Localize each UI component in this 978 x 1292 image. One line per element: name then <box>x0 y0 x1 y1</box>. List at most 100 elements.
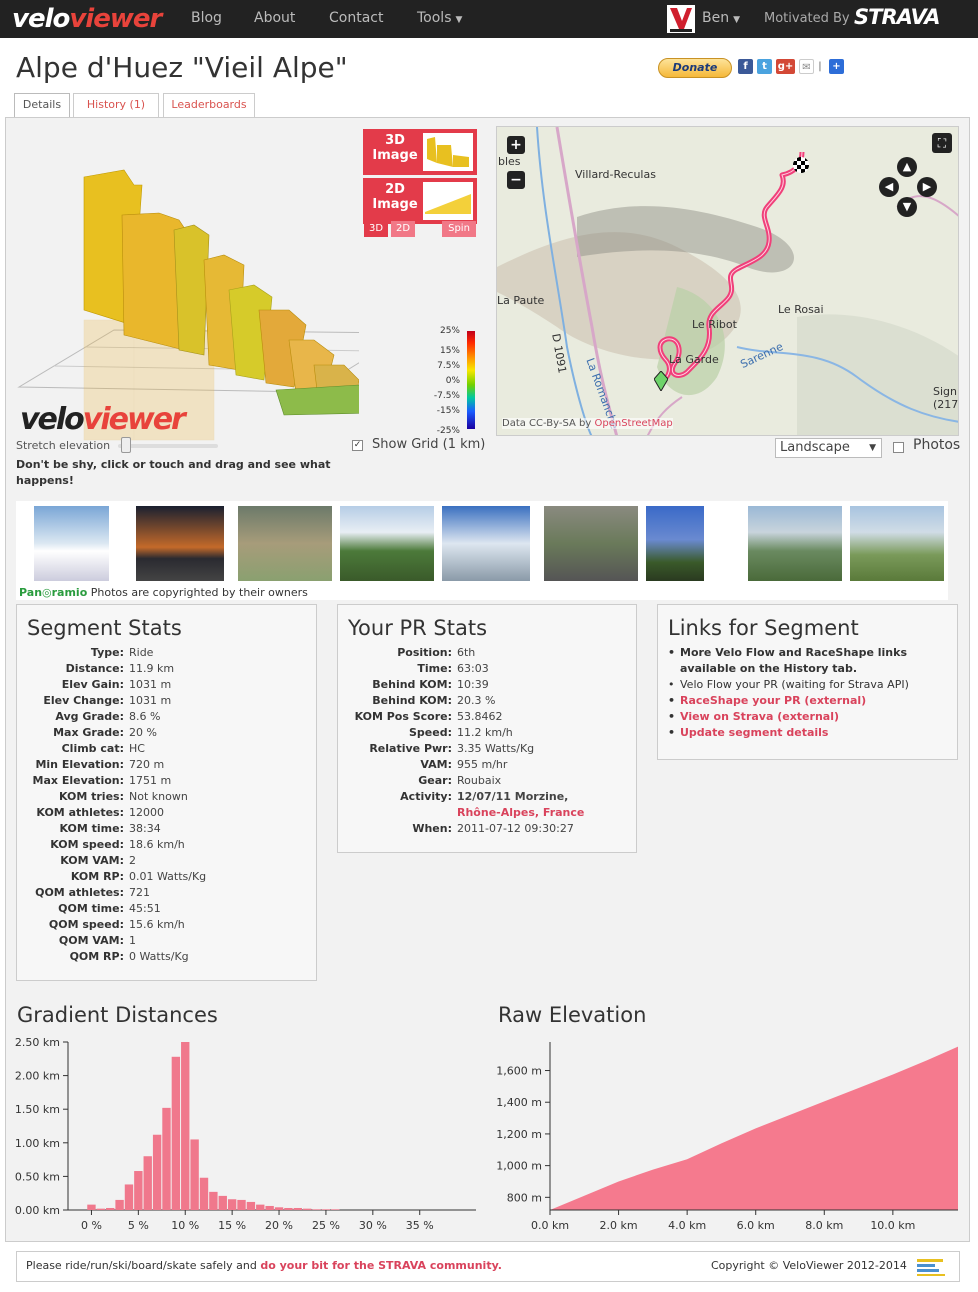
stat-row: Gear: Roubaix <box>338 773 638 789</box>
gradient-bar <box>171 1056 181 1210</box>
pan-right-icon[interactable]: ▶ <box>917 177 937 197</box>
photo-thumbnail[interactable] <box>748 506 842 581</box>
pr-stats-title: Your PR Stats <box>348 616 488 640</box>
stat-row: Max Grade: 20 % <box>17 725 317 741</box>
stat-label: KOM athletes: <box>36 806 124 819</box>
stat-label: Avg Grade: <box>55 710 124 723</box>
legend-label: -25% <box>436 426 460 436</box>
tab-history[interactable]: History (1) <box>73 93 159 117</box>
zoom-out-icon[interactable]: − <box>507 171 525 189</box>
user-avatar[interactable] <box>667 5 695 33</box>
y-tick-label: 1,000 m <box>496 1160 542 1173</box>
addthis-plus-icon[interactable]: + <box>829 59 844 74</box>
stat-value: 721 <box>129 886 150 899</box>
mode-2d-button[interactable]: 2D <box>391 221 415 237</box>
stat-label: Gear: <box>418 774 452 787</box>
googleplus-share-icon[interactable]: g+ <box>776 59 795 74</box>
pan-up-icon[interactable]: ▲ <box>897 157 917 177</box>
photos-checkbox[interactable] <box>893 442 904 453</box>
stat-row: KOM Pos Score: 53.8462 <box>338 709 638 725</box>
map-place-label: Le Rosai <box>778 303 824 316</box>
x-tick-label: 2.0 km <box>600 1219 638 1232</box>
stat-value: 0 Watts/Kg <box>129 950 189 963</box>
photo-thumbnail[interactable] <box>442 506 530 581</box>
x-tick-label: 6.0 km <box>737 1219 775 1232</box>
spin-button[interactable]: Spin <box>442 221 476 237</box>
strava-logo[interactable]: STRAVA <box>854 5 941 29</box>
velo-flow-pr-item: Velo Flow your PR (waiting for Strava AP… <box>668 677 909 693</box>
stat-value: 1 <box>129 934 136 947</box>
map-place-label: Le Ribot <box>692 318 737 331</box>
stat-label: Max Grade: <box>53 726 124 739</box>
legend-label: 7.5% <box>437 361 460 371</box>
activity-link[interactable]: 12/07/11 Morzine, <box>457 790 569 803</box>
nav-about-link[interactable]: About <box>254 10 296 26</box>
start-marker-icon <box>653 370 669 392</box>
3d-image-button[interactable]: 3D Image <box>363 129 477 175</box>
y-tick-label: 800 m <box>507 1191 542 1204</box>
stat-row: Max Elevation: 1751 m <box>17 773 317 789</box>
gradient-distances-title: Gradient Distances <box>17 1003 218 1027</box>
nav-tools-menu[interactable]: Tools ▼ <box>417 10 463 26</box>
slider-handle[interactable] <box>121 437 131 453</box>
map-layer-select[interactable]: Landscape ▼ <box>775 438 882 458</box>
pan-down-icon[interactable]: ▼ <box>897 197 917 217</box>
3d-elevation-viewer[interactable] <box>14 125 359 445</box>
photo-thumbnail[interactable] <box>646 506 704 581</box>
update-segment-link[interactable]: Update segment details <box>668 725 829 741</box>
stat-value: 53.8462 <box>457 710 503 723</box>
fullscreen-icon[interactable]: ⛶ <box>932 133 952 153</box>
zoom-in-icon[interactable]: + <box>507 136 525 154</box>
stretch-elevation-slider[interactable] <box>118 444 218 448</box>
top-navbar: veloviewer Blog About Contact Tools ▼ Ben… <box>0 0 978 38</box>
pan-left-icon[interactable]: ◀ <box>879 177 899 197</box>
2d-image-button[interactable]: 2D Image <box>363 178 477 224</box>
stat-value: 11.9 km <box>129 662 175 675</box>
gradient-bar <box>209 1191 218 1210</box>
veloviewer-logo[interactable]: veloviewer <box>12 4 162 34</box>
raw-elevation-title: Raw Elevation <box>498 1003 647 1027</box>
activity-link-line2[interactable]: Rhône-Alpes, France <box>457 806 585 819</box>
footer-safety-text: Please ride/run/ski/board/skate safely a… <box>26 1259 502 1272</box>
tab-details[interactable]: Details <box>14 93 70 118</box>
stat-label: Behind KOM: <box>372 694 452 707</box>
photo-thumbnail[interactable] <box>136 506 224 581</box>
show-grid-checkbox[interactable]: ✓ <box>352 440 363 451</box>
photo-thumbnail[interactable] <box>238 506 332 581</box>
photo-thumbnail[interactable] <box>850 506 944 581</box>
mode-3d-button[interactable]: 3D <box>364 221 388 237</box>
stat-label: QOM VAM: <box>58 934 124 947</box>
y-tick-label: 1,200 m <box>496 1128 542 1141</box>
photo-thumbnail[interactable] <box>340 506 434 581</box>
segment-stats-title: Segment Stats <box>27 616 182 640</box>
twitter-share-icon[interactable]: t <box>757 59 772 74</box>
facebook-share-icon[interactable]: f <box>738 59 753 74</box>
nav-contact-link[interactable]: Contact <box>329 10 384 26</box>
strava-community-link[interactable]: do your bit for the STRAVA community. <box>260 1259 502 1272</box>
panoramio-caption: Pan◎ramio Photos are copyrighted by thei… <box>19 586 308 599</box>
raceshape-link[interactable]: RaceShape your PR (external) <box>668 693 866 709</box>
donate-button[interactable]: Donate <box>658 58 732 78</box>
stat-label: Speed: <box>409 726 452 739</box>
view-on-strava-link[interactable]: View on Strava (external) <box>668 709 839 725</box>
viewer-hint: Don't be shy, click or touch and drag an… <box>16 458 331 487</box>
gradient-bar <box>190 1139 199 1210</box>
3d-thumbnail <box>423 133 473 171</box>
user-menu[interactable]: Ben ▼ <box>702 10 741 26</box>
stat-value: 20.3 % <box>457 694 496 707</box>
photo-thumbnail[interactable] <box>544 506 638 581</box>
segment-map[interactable]: + − ⛶ ▲ ◀ ▶ ▼ Villard-Reculas La Paute L… <box>496 126 959 436</box>
panoramio-logo[interactable]: Pan◎ramio <box>19 586 88 599</box>
stat-value: 12000 <box>129 806 164 819</box>
x-tick-label: 10.0 km <box>870 1219 915 1232</box>
x-tick-label: 10 % <box>171 1219 199 1232</box>
stat-row: When: 2011-07-12 09:30:27 <box>338 821 638 837</box>
stat-value: 18.6 km/h <box>129 838 185 851</box>
nav-blog-link[interactable]: Blog <box>191 10 222 26</box>
photo-thumbnail[interactable] <box>34 506 109 581</box>
x-tick-label: 8.0 km <box>805 1219 843 1232</box>
map-attribution: Data CC-By-SA by OpenStreetMap <box>502 418 673 429</box>
email-share-icon[interactable]: ✉ <box>799 59 814 74</box>
gradient-bar <box>246 1201 256 1210</box>
tab-leaderboards[interactable]: Leaderboards <box>163 93 255 117</box>
